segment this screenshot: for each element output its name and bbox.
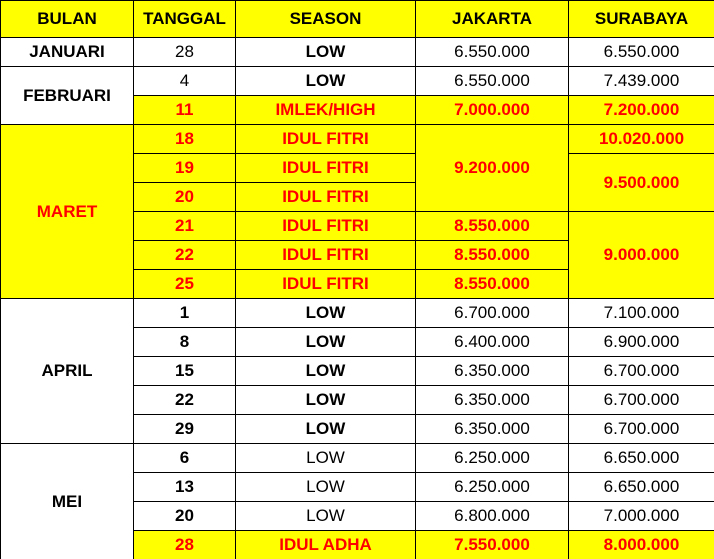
date-cell: 20 bbox=[133, 501, 236, 531]
season-cell: IDUL ADHA bbox=[235, 530, 416, 559]
row: 20 IDUL FITRI bbox=[1, 182, 714, 212]
header-cell: BULAN bbox=[0, 0, 134, 38]
season-cell: LOW bbox=[235, 327, 416, 357]
season-cell: IDUL FITRI bbox=[235, 153, 416, 183]
header-cell: SURABAYA bbox=[568, 0, 714, 38]
date-cell: 28 bbox=[133, 530, 236, 559]
season-cell: IMLEK/HIGH bbox=[235, 95, 416, 125]
row: JANUARI 28 LOW 6.550.000 6.550.000 bbox=[0, 37, 714, 67]
season-cell: LOW bbox=[235, 66, 416, 96]
price-cell: 6.700.000 bbox=[568, 414, 714, 444]
header-cell: SEASON bbox=[235, 0, 416, 38]
row: MARET 18 IDUL FITRI 9.200.000 10.020.000 bbox=[0, 124, 714, 299]
season-cell: LOW bbox=[235, 385, 416, 415]
row: 21 IDUL FITRI 8.550.000 9.000.000 bbox=[1, 211, 714, 299]
row: 20 LOW 6.800.000 7.000.000 bbox=[1, 501, 714, 531]
price-cell: 6.350.000 bbox=[415, 385, 569, 415]
season-cell: LOW bbox=[235, 414, 416, 444]
price-cell: 8.550.000 bbox=[415, 211, 569, 241]
price-cell: 6.650.000 bbox=[568, 472, 714, 502]
price-cell: 7.439.000 bbox=[568, 66, 714, 96]
date-cell: 22 bbox=[133, 240, 236, 270]
date-cell: 6 bbox=[133, 443, 236, 473]
price-cell: 7.000.000 bbox=[568, 501, 714, 531]
price-cell: 8.550.000 bbox=[415, 240, 569, 270]
season-cell: LOW bbox=[235, 472, 416, 502]
season-cell: LOW bbox=[235, 443, 416, 473]
price-cell: 6.700.000 bbox=[415, 298, 569, 328]
season-cell: IDUL FITRI bbox=[235, 269, 416, 299]
price-cell: 6.250.000 bbox=[415, 443, 569, 473]
date-cell: 11 bbox=[133, 95, 236, 125]
season-cell: IDUL FITRI bbox=[235, 240, 416, 270]
season-cell: IDUL FITRI bbox=[235, 124, 416, 154]
season-cell: IDUL FITRI bbox=[235, 182, 416, 212]
price-cell: 10.020.000 bbox=[568, 124, 714, 154]
month-cell: JANUARI bbox=[0, 37, 134, 67]
row: 25 IDUL FITRI 8.550.000 bbox=[1, 269, 714, 299]
price-cell: 6.700.000 bbox=[568, 385, 714, 415]
price-cell: 6.350.000 bbox=[415, 356, 569, 386]
price-cell: 9.200.000 bbox=[415, 124, 569, 212]
row: 11 IMLEK/HIGH 7.000.000 7.200.000 bbox=[1, 95, 714, 125]
season-cell: LOW bbox=[235, 356, 416, 386]
row: FEBRUARI 4 LOW 6.550.000 7.439.000 bbox=[0, 66, 714, 125]
price-cell: 7.200.000 bbox=[568, 95, 714, 125]
price-cell: 7.100.000 bbox=[568, 298, 714, 328]
price-cell: 6.550.000 bbox=[568, 37, 714, 67]
date-cell: 28 bbox=[133, 37, 236, 67]
row: 13 LOW 6.250.000 6.650.000 bbox=[1, 472, 714, 502]
price-cell: 7.550.000 bbox=[415, 530, 569, 559]
row: 22 IDUL FITRI 8.550.000 bbox=[1, 240, 714, 270]
date-cell: 4 bbox=[133, 66, 236, 96]
month-cell: MARET bbox=[0, 124, 134, 299]
date-cell: 8 bbox=[133, 327, 236, 357]
header-row: BULAN TANGGAL SEASON JAKARTA SURABAYA bbox=[0, 0, 714, 38]
price-cell: 9.000.000 bbox=[568, 211, 714, 299]
season-cell: IDUL FITRI bbox=[235, 211, 416, 241]
month-cell: APRIL bbox=[0, 298, 134, 444]
date-cell: 15 bbox=[133, 356, 236, 386]
row: APRIL 1 LOW 6.700.000 7.100.000 bbox=[0, 298, 714, 444]
header-cell: JAKARTA bbox=[415, 0, 569, 38]
price-cell: 6.550.000 bbox=[415, 66, 569, 96]
season-cell: LOW bbox=[235, 298, 416, 328]
date-cell: 18 bbox=[133, 124, 236, 154]
header-cell: TANGGAL bbox=[133, 0, 236, 38]
date-cell: 29 bbox=[133, 414, 236, 444]
price-cell: 6.350.000 bbox=[415, 414, 569, 444]
price-cell: 6.400.000 bbox=[415, 327, 569, 357]
price-cell: 8.000.000 bbox=[568, 530, 714, 559]
price-cell: 9.500.000 bbox=[568, 153, 714, 212]
price-cell: 6.250.000 bbox=[415, 472, 569, 502]
row: 15 LOW 6.350.000 6.700.000 bbox=[1, 356, 714, 386]
month-cell: FEBRUARI bbox=[0, 66, 134, 125]
season-cell: LOW bbox=[235, 37, 416, 67]
date-cell: 25 bbox=[133, 269, 236, 299]
date-cell: 19 bbox=[133, 153, 236, 183]
month-cell: MEI bbox=[0, 443, 134, 559]
date-cell: 22 bbox=[133, 385, 236, 415]
row: MEI 6 LOW 6.250.000 6.650.000 bbox=[0, 443, 714, 559]
row: 8 LOW 6.400.000 6.900.000 bbox=[1, 327, 714, 357]
season-cell: LOW bbox=[235, 501, 416, 531]
price-cell: 6.700.000 bbox=[568, 356, 714, 386]
row: 19 IDUL FITRI 9.500.000 bbox=[1, 153, 714, 212]
date-cell: 13 bbox=[133, 472, 236, 502]
price-cell: 7.000.000 bbox=[415, 95, 569, 125]
price-cell: 8.550.000 bbox=[415, 269, 569, 299]
price-cell: 6.550.000 bbox=[415, 37, 569, 67]
price-cell: 6.650.000 bbox=[568, 443, 714, 473]
date-cell: 21 bbox=[133, 211, 236, 241]
date-cell: 1 bbox=[133, 298, 236, 328]
date-cell: 20 bbox=[133, 182, 236, 212]
row: 29 LOW 6.350.000 6.700.000 bbox=[1, 414, 714, 444]
price-cell: 6.800.000 bbox=[415, 501, 569, 531]
price-cell: 6.900.000 bbox=[568, 327, 714, 357]
